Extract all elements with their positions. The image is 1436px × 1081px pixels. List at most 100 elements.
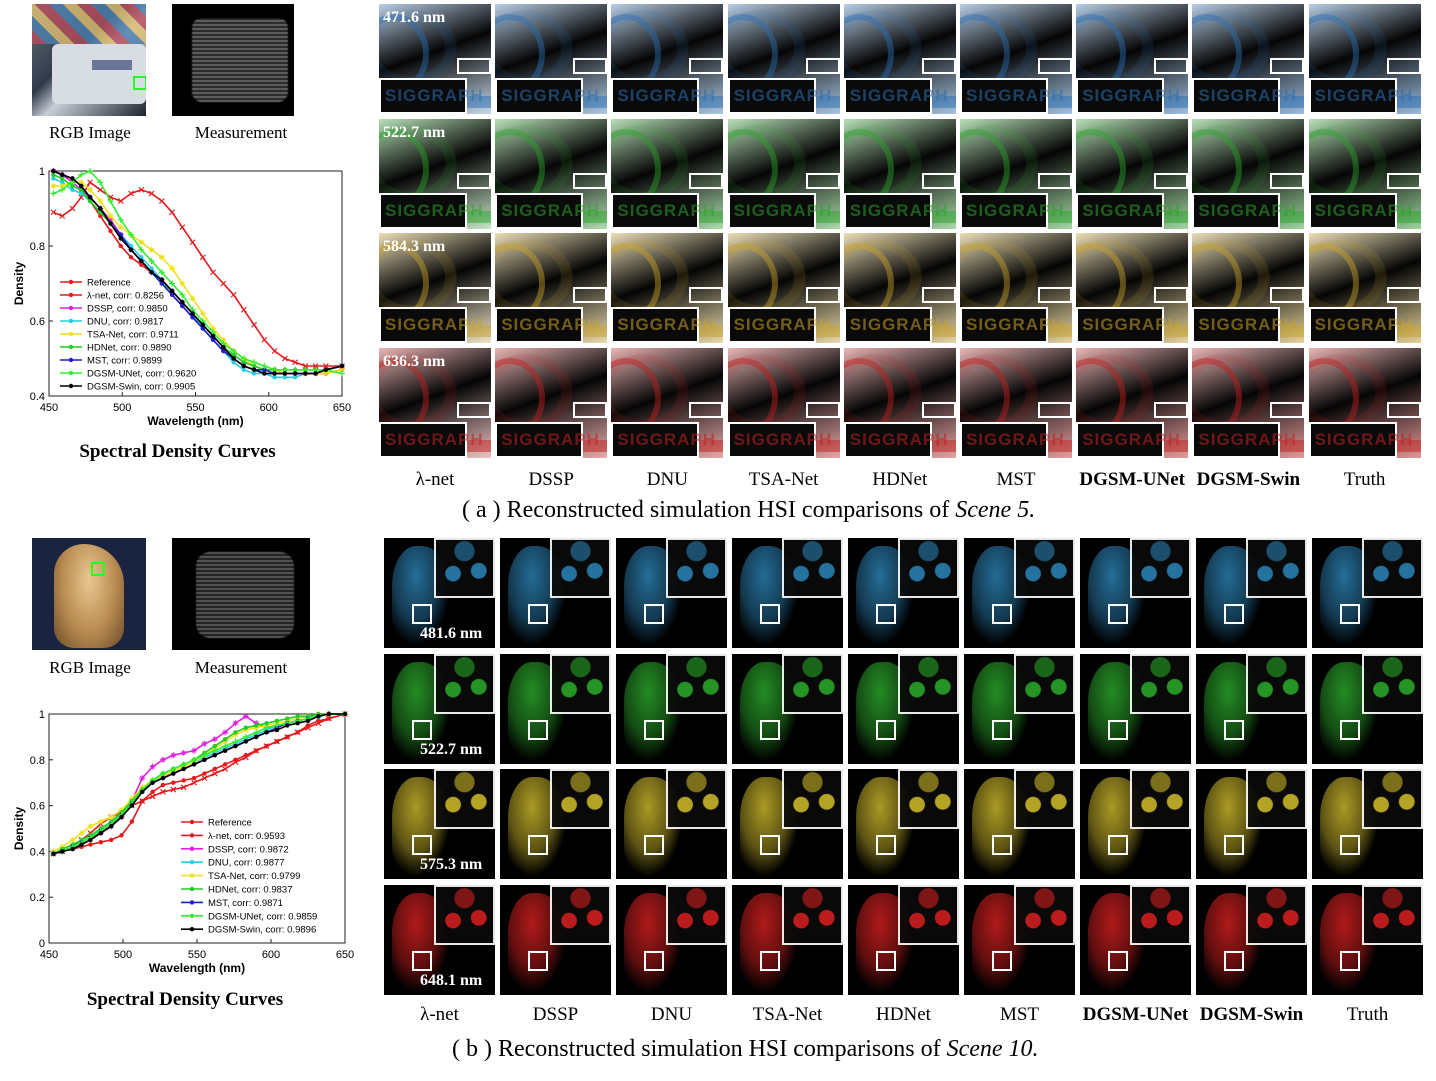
- method-label: Truth: [1343, 469, 1386, 490]
- zoom-box: [1154, 401, 1189, 418]
- data-point: [191, 756, 198, 763]
- data-point: [98, 206, 103, 211]
- data-point: [222, 738, 229, 745]
- inset-band: [1396, 439, 1421, 452]
- x-tick-label: 550: [186, 402, 204, 414]
- rgb-image-label: RGB Image: [49, 658, 131, 677]
- inset-text: SIGGRAPH: [617, 86, 717, 105]
- legend-marker: [68, 383, 74, 389]
- zoom-box: [805, 401, 840, 418]
- data-point: [108, 824, 114, 829]
- zoom-box: [760, 604, 780, 624]
- data-point: [221, 345, 226, 350]
- legend-entry: λ-net, corr: 0.8256: [87, 291, 164, 302]
- data-point: [253, 724, 260, 731]
- zoomed-inset: SIGGRAPH: [727, 78, 831, 114]
- data-point: [169, 265, 176, 272]
- data-point: [107, 216, 114, 223]
- data-point: [210, 333, 216, 339]
- zoomed-inset: [1362, 769, 1423, 829]
- y-tick-label: 0: [39, 938, 45, 950]
- data-point: [118, 236, 123, 241]
- caption-a-prefix: ( a ) Reconstructed simulation HSI compa…: [462, 497, 956, 523]
- zoomed-inset: [434, 538, 495, 598]
- data-point: [294, 729, 301, 736]
- data-point: [139, 775, 146, 782]
- method-label: TSA-Net: [748, 469, 819, 490]
- data-point: [108, 221, 113, 226]
- data-point: [59, 213, 66, 219]
- data-point: [118, 243, 123, 249]
- inset-band: [815, 96, 840, 108]
- data-point: [158, 254, 165, 261]
- data-point: [282, 375, 288, 380]
- data-point: [240, 306, 247, 313]
- method-label: DGSM-Swin: [1199, 1004, 1304, 1025]
- inset-band: [699, 96, 724, 108]
- data-point: [189, 295, 196, 302]
- reconstruction-tile: SIGGRAPH: [727, 233, 840, 343]
- data-point: [129, 819, 135, 824]
- data-point: [305, 724, 311, 731]
- legend-entry: TSA-Net, corr: 0.9799: [208, 871, 300, 882]
- data-point: [242, 727, 249, 734]
- legend-entry: Reference: [208, 818, 252, 829]
- zoom-box: [644, 835, 664, 855]
- zoomed-inset: SIGGRAPH: [960, 192, 1064, 229]
- data-point: [201, 740, 208, 747]
- data-point: [149, 270, 154, 275]
- reconstruction-tile: SIGGRAPH: [1076, 118, 1189, 229]
- zoomed-inset: [1014, 653, 1075, 714]
- zoomed-inset: [1362, 884, 1423, 945]
- caption-b-prefix: ( b ) Reconstructed simulation HSI compa…: [452, 1036, 947, 1062]
- data-point: [233, 730, 238, 735]
- reconstruction-tile: SIGGRAPH: [1076, 347, 1189, 458]
- data-point: [69, 836, 76, 843]
- data-point: [241, 360, 247, 365]
- reconstruction-tile: SIGGRAPH 584.3 nm: [379, 233, 491, 343]
- reconstruction-tile: SIGGRAPH: [960, 233, 1072, 343]
- zoom-box: [760, 719, 780, 740]
- method-label: DGSM-UNet: [1079, 469, 1185, 490]
- inset-band: [1164, 325, 1189, 337]
- data-point: [138, 186, 145, 193]
- data-point: [70, 187, 75, 192]
- y-axis-label: Density: [12, 807, 26, 851]
- zoom-box: [528, 604, 548, 624]
- zoom-box: [1386, 172, 1421, 189]
- zoomed-inset: [666, 653, 727, 714]
- data-point: [51, 172, 56, 177]
- inset-text: SIGGRAPH: [501, 315, 600, 334]
- zoom-box: [1340, 719, 1360, 740]
- legend-marker: [68, 305, 74, 311]
- inset-band: [815, 439, 840, 452]
- zoomed-inset: [434, 653, 495, 714]
- legend-marker: [68, 279, 74, 285]
- zoom-box: [457, 172, 491, 189]
- reconstruction-tile: [1312, 538, 1423, 648]
- data-point: [303, 371, 308, 376]
- zoom-box: [1108, 950, 1128, 971]
- reconstruction-tile: SIGGRAPH: [843, 233, 956, 343]
- zoom-box: [412, 719, 432, 740]
- data-point: [241, 363, 247, 369]
- reconstruction-tile: [1080, 769, 1191, 879]
- data-point: [292, 375, 298, 380]
- data-point: [87, 168, 94, 174]
- reconstruction-tile: [732, 769, 843, 879]
- reconstruction-tile: [616, 769, 727, 879]
- wavelength-label: 636.3 nm: [383, 352, 446, 370]
- data-point: [243, 725, 249, 730]
- reconstruction-tile: [1312, 884, 1423, 995]
- data-point: [128, 231, 135, 238]
- zoomed-inset: SIGGRAPH: [843, 78, 947, 114]
- inset-text: SIGGRAPH: [849, 200, 949, 220]
- inset-band: [931, 325, 956, 337]
- inset-text: SIGGRAPH: [385, 429, 484, 449]
- zoom-box: [1270, 172, 1305, 189]
- zoom-box: [992, 835, 1012, 855]
- method-label: MST: [996, 469, 1036, 490]
- data-point: [181, 778, 186, 783]
- data-point: [158, 198, 165, 204]
- legend-marker: [189, 846, 195, 851]
